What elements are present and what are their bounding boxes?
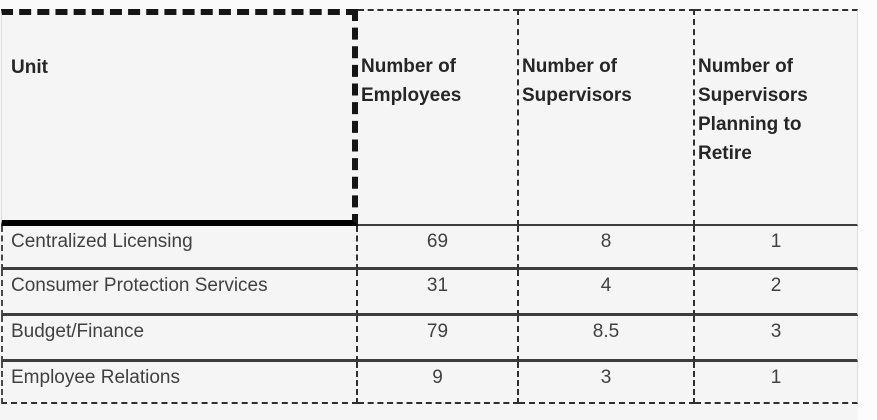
table-header-row: Unit Number of Employees Number of Super…: [1, 9, 858, 226]
cell-unit-name: Budget/Finance: [1, 316, 358, 362]
cell-employees-count: 79: [358, 316, 519, 362]
cell-employees-count: 9: [358, 362, 519, 404]
table-row: Employee Relations 9 3 1: [1, 362, 858, 404]
cell-employees-count: 31: [358, 270, 519, 316]
header-number-of-supervisors: Number of Supervisors: [519, 9, 695, 226]
page-margin-top: [0, 0, 877, 9]
cell-retiring-count: 2: [695, 270, 858, 316]
cell-retiring-count: 1: [695, 226, 858, 270]
cell-supervisors-count: 8.5: [519, 316, 695, 362]
cell-unit-name: Employee Relations: [1, 362, 358, 404]
header-number-of-employees: Number of Employees: [358, 9, 519, 226]
cell-supervisors-count: 3: [519, 362, 695, 404]
cell-unit-name: Centralized Licensing: [1, 226, 358, 270]
cell-employees-count: 69: [358, 226, 519, 270]
page-margin-right: [858, 0, 877, 420]
header-unit: Unit: [1, 9, 358, 226]
cell-unit-name: Consumer Protection Services: [1, 270, 358, 316]
cell-retiring-count: 1: [695, 362, 858, 404]
table-row: Budget/Finance 79 8.5 3: [1, 316, 858, 362]
cell-supervisors-count: 4: [519, 270, 695, 316]
table-row: Centralized Licensing 69 8 1: [1, 226, 858, 270]
table-row: Consumer Protection Services 31 4 2: [1, 270, 858, 316]
cell-retiring-count: 3: [695, 316, 858, 362]
unit-staffing-table: Unit Number of Employees Number of Super…: [1, 9, 858, 404]
cell-supervisors-count: 8: [519, 226, 695, 270]
header-supervisors-planning-to-retire: Number of Supervisors Planning to Retire: [695, 9, 858, 226]
